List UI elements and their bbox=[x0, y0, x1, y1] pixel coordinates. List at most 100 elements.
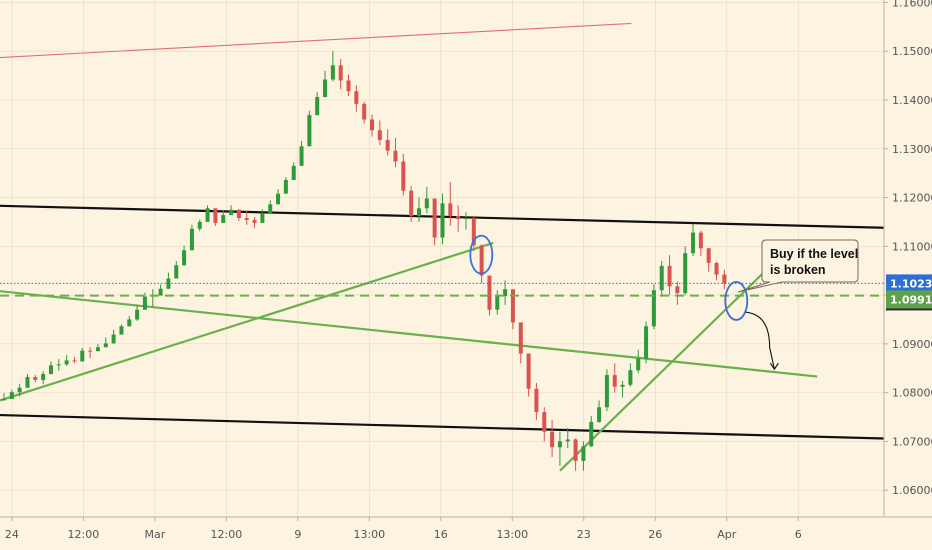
candle-body bbox=[456, 216, 461, 219]
candle-body bbox=[56, 364, 61, 366]
candle-body bbox=[667, 265, 672, 287]
annotation-marks[interactable] bbox=[469, 234, 779, 371]
green-trendline[interactable] bbox=[0, 241, 494, 402]
candle-body bbox=[307, 115, 312, 147]
candle-body bbox=[276, 193, 281, 205]
candle-body bbox=[2, 398, 6, 401]
candle-body bbox=[354, 91, 359, 104]
x-tick-label: 12:00 bbox=[68, 528, 100, 541]
callout-line1: Buy if the level bbox=[770, 247, 858, 261]
candle-body bbox=[636, 358, 641, 371]
x-tick-label: 23 bbox=[577, 528, 591, 541]
y-tick-label: 1.11000 bbox=[892, 240, 932, 253]
time-axis[interactable]: 24 12:00 Mar 12:00 9 13:00 16 13:00 23 26 Apr 6 bbox=[5, 517, 802, 541]
level-price-label: 1.09911 bbox=[890, 293, 932, 306]
candle-body bbox=[432, 198, 437, 238]
last-price-label: 1.10239 bbox=[890, 277, 932, 290]
candle-body bbox=[41, 374, 46, 380]
candle-body bbox=[518, 322, 523, 354]
candle-body bbox=[581, 446, 586, 461]
candle-body bbox=[260, 213, 265, 223]
green-trendline[interactable] bbox=[559, 266, 771, 472]
candle-body bbox=[393, 150, 398, 162]
candle-body bbox=[33, 377, 38, 380]
candle-body bbox=[119, 326, 124, 335]
candle-body bbox=[416, 208, 421, 217]
candle-body bbox=[205, 208, 210, 222]
candle-body bbox=[495, 296, 500, 310]
candle-body bbox=[362, 103, 367, 120]
candle-body bbox=[197, 221, 202, 229]
candle-body bbox=[338, 65, 343, 81]
price-axis[interactable]: 1.16000 1.15000 1.14000 1.13000 1.12000 1.110… bbox=[884, 0, 932, 497]
candle-body bbox=[189, 228, 194, 251]
y-tick-label: 1.06000 bbox=[892, 484, 932, 497]
red-trendline[interactable] bbox=[0, 22, 632, 59]
x-tick-label: 13:00 bbox=[353, 528, 385, 541]
candle-body bbox=[103, 343, 108, 348]
candle-body bbox=[299, 146, 304, 166]
candle-body bbox=[229, 209, 234, 216]
candle-body bbox=[503, 289, 508, 297]
candle-body bbox=[25, 377, 30, 388]
candle-body bbox=[64, 360, 69, 365]
candle-body bbox=[283, 179, 288, 194]
candle-body bbox=[691, 232, 696, 254]
candle-body bbox=[48, 365, 53, 375]
green-trendline[interactable] bbox=[0, 290, 818, 378]
x-tick-label: 26 bbox=[648, 528, 662, 541]
last-price-badge bbox=[886, 274, 932, 293]
candle-body bbox=[323, 79, 328, 98]
y-tick-label: 1.09000 bbox=[892, 338, 932, 351]
candle-body bbox=[675, 286, 680, 294]
candle-body bbox=[651, 290, 656, 327]
candle-body bbox=[72, 360, 77, 362]
y-tick-label: 1.15000 bbox=[892, 45, 932, 58]
candle-body bbox=[589, 421, 594, 447]
candle-body bbox=[659, 265, 664, 291]
x-tick-label: 24 bbox=[5, 528, 19, 541]
candle-body bbox=[714, 262, 719, 275]
x-tick-label: Mar bbox=[144, 528, 165, 541]
candle-body bbox=[111, 334, 116, 344]
candlestick-series bbox=[2, 51, 727, 471]
black-trendline[interactable] bbox=[0, 413, 885, 440]
candle-body bbox=[377, 130, 382, 140]
candle-body bbox=[542, 412, 547, 432]
candle-body bbox=[463, 218, 468, 220]
callout-line2: is broken bbox=[770, 263, 826, 277]
candle-body bbox=[440, 203, 445, 238]
price-badges: 1.1023937:461.09911 bbox=[886, 274, 932, 311]
candle-body bbox=[573, 439, 578, 461]
candle-body bbox=[182, 250, 187, 266]
candle-body bbox=[268, 204, 273, 214]
y-tick-label: 1.08000 bbox=[892, 387, 932, 400]
candle-body bbox=[213, 208, 218, 223]
candle-body bbox=[88, 350, 93, 352]
candle-body bbox=[706, 248, 711, 263]
candle-body bbox=[80, 350, 85, 362]
price-levels bbox=[0, 282, 884, 297]
x-tick-label: 16 bbox=[434, 528, 448, 541]
projection-arrow[interactable] bbox=[745, 311, 775, 370]
candle-body bbox=[135, 309, 140, 320]
candle-body bbox=[17, 387, 22, 393]
candle-body bbox=[604, 375, 609, 408]
candle-body bbox=[385, 139, 390, 151]
candle-body bbox=[409, 190, 414, 217]
candle-body bbox=[479, 245, 484, 276]
candle-body bbox=[448, 203, 453, 217]
annotation-callout[interactable]: Buy if the level is broken bbox=[737, 239, 859, 293]
candle-body bbox=[401, 161, 406, 191]
candle-body bbox=[221, 215, 226, 223]
candle-body bbox=[557, 441, 562, 448]
highlight-circle[interactable] bbox=[724, 281, 749, 321]
candle-body bbox=[291, 165, 296, 180]
candle-body bbox=[471, 218, 476, 246]
candle-body bbox=[487, 275, 492, 310]
highlight-circle[interactable] bbox=[469, 234, 494, 275]
candle-body bbox=[330, 65, 335, 80]
level-price-badge bbox=[886, 290, 932, 309]
candle-body bbox=[346, 80, 351, 92]
